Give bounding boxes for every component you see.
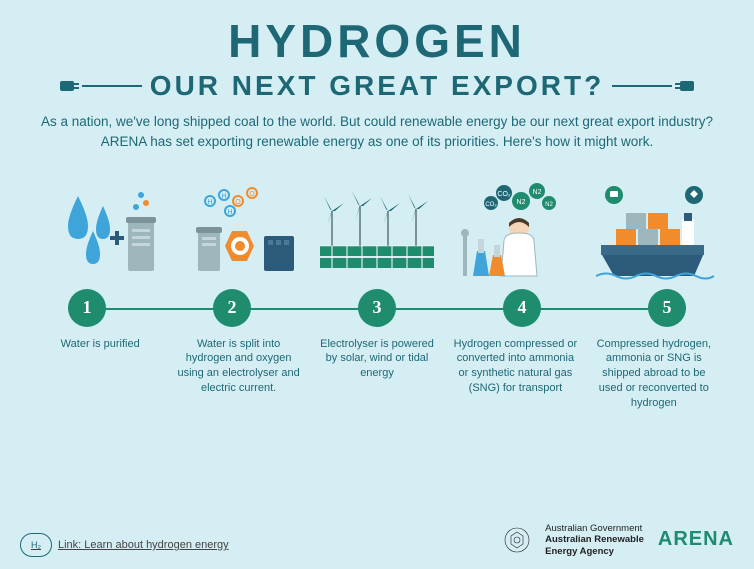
svg-text:H: H [207, 199, 212, 206]
divider-left [82, 85, 142, 87]
learn-more-link[interactable]: H₂ Link: Learn about hydrogen energy [20, 533, 229, 557]
svg-text:O: O [235, 199, 241, 206]
coat-of-arms-icon [503, 526, 531, 554]
svg-text:O: O [249, 191, 255, 198]
step-desc-2: Water is split into hydrogen and oxygen … [172, 337, 304, 411]
intro-text: As a nation, we've long shipped coal to … [28, 112, 726, 153]
svg-text:CO₂: CO₂ [498, 191, 512, 198]
step-desc-1: Water is purified [34, 337, 166, 411]
svg-text:N2: N2 [533, 189, 542, 196]
divider-right [612, 85, 672, 87]
arena-logo: ARENA [658, 528, 734, 551]
plug-right-icon [680, 81, 694, 91]
h2-icon: H₂ [20, 533, 52, 557]
electrolyser-icon: H H O O H [171, 181, 308, 281]
plug-left-icon [60, 81, 74, 91]
ship-icon [583, 181, 720, 281]
svg-text:CO₂: CO₂ [486, 202, 498, 208]
step-number-2: 2 [213, 289, 251, 327]
subtitle: OUR NEXT GREAT EXPORT? [150, 70, 604, 102]
attribution: Australian Government Australian Renewab… [503, 523, 734, 557]
step-number-3: 3 [358, 289, 396, 327]
step-number-5: 5 [648, 289, 686, 327]
gov-line2: Australian Renewable [545, 534, 644, 545]
main-title: HYDROGEN [28, 18, 726, 64]
scientist-icon: CO₂ N2 N2 N2 CO₂ [446, 181, 583, 281]
water-drops-icon [34, 181, 171, 281]
wind-solar-icon [308, 181, 445, 281]
steps-diagram: H H O O H [28, 171, 726, 411]
step-desc-3: Electrolyser is powered by solar, wind o… [311, 337, 443, 411]
link-text: Link: Learn about hydrogen energy [58, 539, 229, 551]
svg-text:H: H [221, 193, 226, 200]
svg-text:N2: N2 [545, 202, 553, 208]
gov-line3: Energy Agency [545, 546, 644, 557]
gov-line1: Australian Government [545, 523, 644, 534]
subtitle-row: OUR NEXT GREAT EXPORT? [28, 70, 726, 102]
step-desc-5: Compressed hydrogen, ammonia or SNG is s… [588, 337, 720, 411]
step-desc-4: Hydrogen compressed or converted into am… [449, 337, 581, 411]
svg-text:N2: N2 [517, 199, 526, 206]
svg-text:H: H [227, 209, 232, 216]
step-number-1: 1 [68, 289, 106, 327]
step-number-4: 4 [503, 289, 541, 327]
